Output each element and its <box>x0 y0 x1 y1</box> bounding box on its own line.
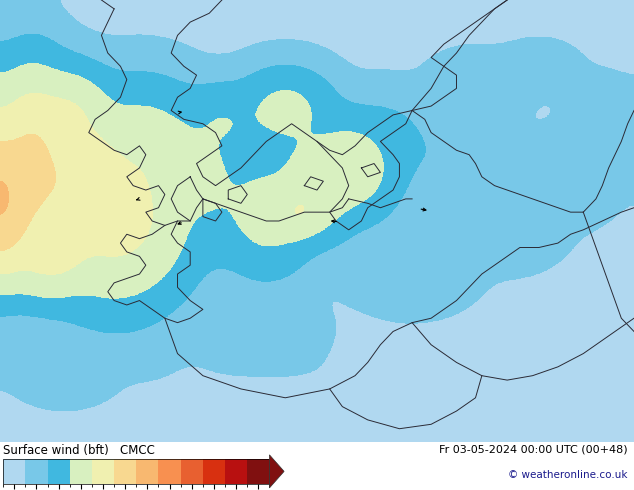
Text: © weatheronline.co.uk: © weatheronline.co.uk <box>508 470 628 480</box>
Polygon shape <box>269 455 284 488</box>
Text: Surface wind (bft)   CMCC: Surface wind (bft) CMCC <box>3 444 155 457</box>
Text: Fr 03-05-2024 00:00 UTC (00+48): Fr 03-05-2024 00:00 UTC (00+48) <box>439 444 628 454</box>
